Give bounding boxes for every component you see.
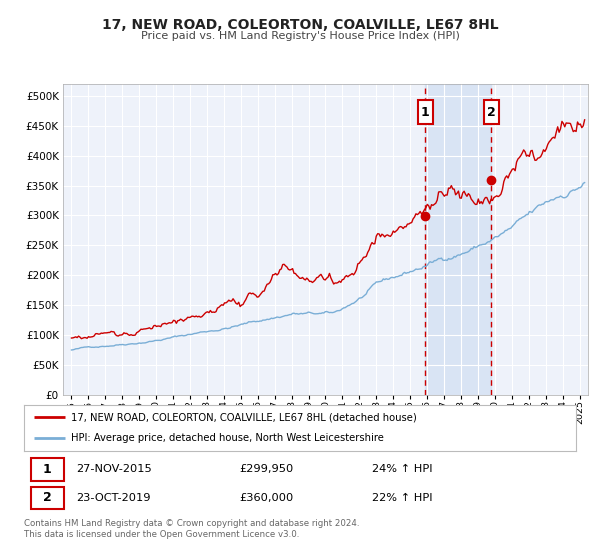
- Text: 27-NOV-2015: 27-NOV-2015: [76, 464, 152, 474]
- Text: 1: 1: [421, 106, 430, 119]
- Text: 2: 2: [487, 106, 496, 119]
- Text: 23-OCT-2019: 23-OCT-2019: [76, 493, 151, 503]
- Text: 1: 1: [43, 463, 52, 476]
- Text: Price paid vs. HM Land Registry's House Price Index (HPI): Price paid vs. HM Land Registry's House …: [140, 31, 460, 41]
- Text: £299,950: £299,950: [239, 464, 293, 474]
- Text: Contains HM Land Registry data © Crown copyright and database right 2024.
This d: Contains HM Land Registry data © Crown c…: [24, 519, 359, 539]
- Text: 17, NEW ROAD, COLEORTON, COALVILLE, LE67 8HL (detached house): 17, NEW ROAD, COLEORTON, COALVILLE, LE67…: [71, 412, 416, 422]
- FancyBboxPatch shape: [418, 100, 433, 124]
- FancyBboxPatch shape: [31, 458, 64, 480]
- Text: 24% ↑ HPI: 24% ↑ HPI: [372, 464, 433, 474]
- Text: HPI: Average price, detached house, North West Leicestershire: HPI: Average price, detached house, Nort…: [71, 433, 384, 444]
- Bar: [425, 84, 491, 395]
- Text: £360,000: £360,000: [239, 493, 293, 503]
- FancyBboxPatch shape: [484, 100, 499, 124]
- Text: 22% ↑ HPI: 22% ↑ HPI: [372, 493, 433, 503]
- FancyBboxPatch shape: [31, 487, 64, 509]
- Text: 2: 2: [43, 491, 52, 504]
- Text: 17, NEW ROAD, COLEORTON, COALVILLE, LE67 8HL: 17, NEW ROAD, COLEORTON, COALVILLE, LE67…: [101, 18, 499, 32]
